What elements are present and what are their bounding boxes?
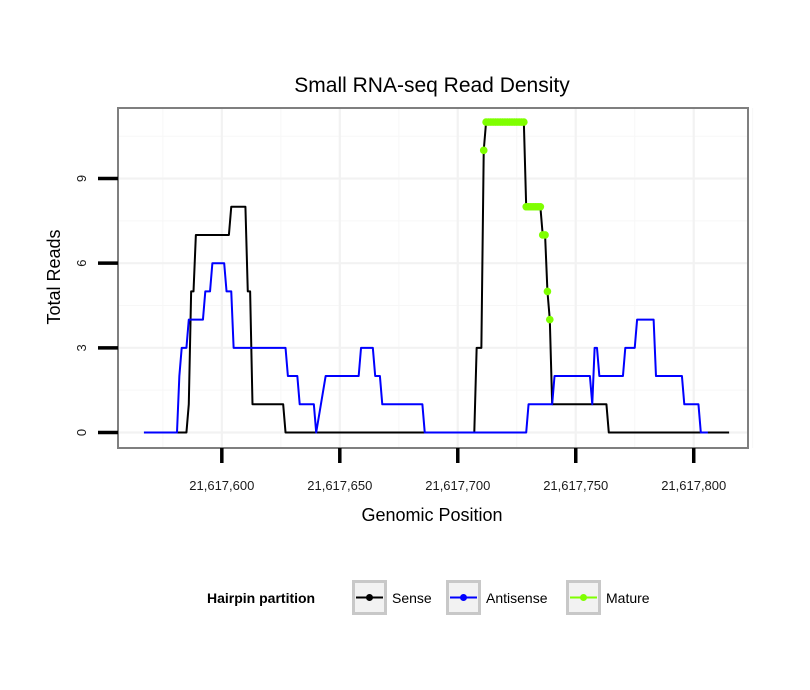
y-axis-title: Total Reads: [44, 229, 64, 324]
series-line-sense: [143, 121, 730, 434]
legend-point-sense: [366, 594, 373, 601]
legend-label-mature: Mature: [606, 590, 650, 606]
axes: 21,617,600 21,617,650 21,617,700 21,617,750…: [74, 175, 726, 493]
legend-point-mature: [580, 594, 587, 601]
x-tick-label: 21,617,750: [543, 478, 608, 493]
mature-point: [479, 146, 488, 155]
legend-point-antisense: [460, 594, 467, 601]
y-tick-label: 9: [74, 175, 89, 182]
mature-point: [541, 231, 549, 239]
chart-title: Small RNA-seq Read Density: [294, 74, 570, 97]
legend-label-sense: Sense: [392, 590, 432, 606]
legend-title: Hairpin partition: [207, 590, 315, 606]
x-axis-title: Genomic Position: [361, 505, 502, 525]
x-tick-label: 21,617,800: [661, 478, 726, 493]
x-tick-label: 21,617,600: [189, 478, 254, 493]
mature-point: [545, 315, 554, 324]
x-tick-label: 21,617,650: [307, 478, 372, 493]
grid: [118, 108, 754, 448]
legend-label-antisense: Antisense: [486, 590, 548, 606]
plot-panel-border: [117, 107, 749, 449]
legend: Hairpin partition Sense Antisense Mature: [207, 580, 650, 615]
mature-point: [536, 202, 545, 211]
y-tick-label: 3: [74, 344, 89, 351]
series-layer: [143, 118, 730, 434]
mature-point: [543, 287, 552, 296]
y-tick-label: 6: [74, 260, 89, 267]
mature-point: [520, 118, 528, 126]
series-line-antisense: [143, 262, 708, 434]
y-tick-label: 0: [74, 429, 89, 436]
x-tick-label: 21,617,700: [425, 478, 490, 493]
